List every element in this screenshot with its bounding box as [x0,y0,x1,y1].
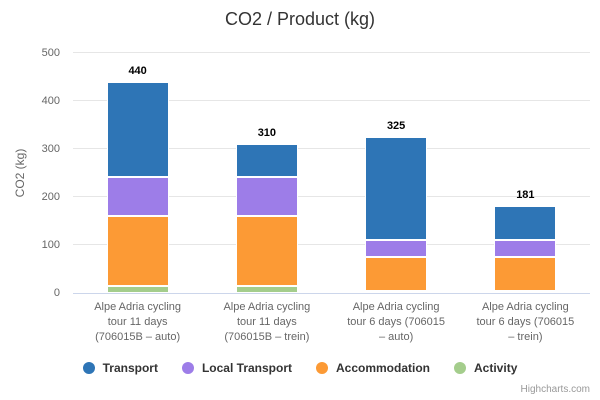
gridline-100 [73,244,590,245]
y-tick-label-400: 400 [41,95,60,107]
bar-segment-local-transport[interactable] [235,176,298,217]
legend-marker-icon [181,362,194,374]
x-category-label: Alpe Adria cycling tour 6 days (706015 –… [347,301,446,343]
stack-total-label: 310 [257,127,277,140]
legend-item-transport[interactable]: Transport [82,361,158,375]
legend-label: Activity [474,361,518,375]
stack-total-label: 325 [386,120,406,132]
bar-segment-local-transport[interactable] [494,240,557,257]
legend-item-local-transport[interactable]: Local Transport [181,361,292,375]
x-category-label: Alpe Adria cycling tour 6 days (706015 –… [476,301,575,343]
bar-segment-accommodation[interactable] [106,216,169,286]
plot-area [73,52,590,294]
bar-segment-local-transport[interactable] [365,240,428,257]
legend-item-accommodation[interactable]: Accommodation [316,361,430,375]
bar-segment-transport[interactable] [494,206,557,241]
legend-marker-icon [316,362,328,374]
gridline-500 [73,52,590,53]
bar-segment-accommodation[interactable] [494,257,557,291]
bar-segment-transport[interactable] [106,81,169,177]
x-category-label: Alpe Adria cycling tour 11 days (706015B… [223,301,311,343]
y-tick-label-100: 100 [41,239,60,251]
y-tick-label-300: 300 [41,143,60,155]
legend-label: Local Transport [201,361,292,375]
bar-segment-local-transport[interactable] [106,176,169,217]
gridline-400 [73,100,590,101]
stack-total-label: 440 [128,64,147,77]
highcharts-credit[interactable]: Highcharts.com [520,384,590,395]
bar-segment-accommodation[interactable] [365,257,428,291]
stack-total-label: 181 [516,189,535,202]
x-category-label: Alpe Adria cycling tour 11 days (706015B… [94,301,182,343]
bar-segment-activity[interactable] [494,290,557,293]
legend-marker-icon [454,362,467,374]
legend-label: Transport [102,361,158,375]
legend-marker-icon [82,362,95,374]
gridline-200 [73,196,590,197]
bar-segment-activity[interactable] [365,290,428,293]
bar-segment-activity[interactable] [106,285,169,293]
bar-segment-transport[interactable] [235,144,298,177]
y-tick-label-500: 500 [41,47,60,59]
y-tick-label-200: 200 [41,191,60,203]
x-axis-line [73,293,590,294]
bar-segment-activity[interactable] [235,285,298,293]
legend: Transport Local Transport Accommodation Act… [0,361,600,375]
legend-label: Accommodation [336,361,431,375]
gridline-300 [73,148,590,149]
chart-title: CO2 / Product (kg) [224,9,376,29]
bar-segment-transport[interactable] [365,137,428,241]
bar-segment-accommodation[interactable] [235,216,298,286]
legend-item-activity[interactable]: Activity [454,361,517,375]
y-tick-label-0: 0 [53,287,60,299]
